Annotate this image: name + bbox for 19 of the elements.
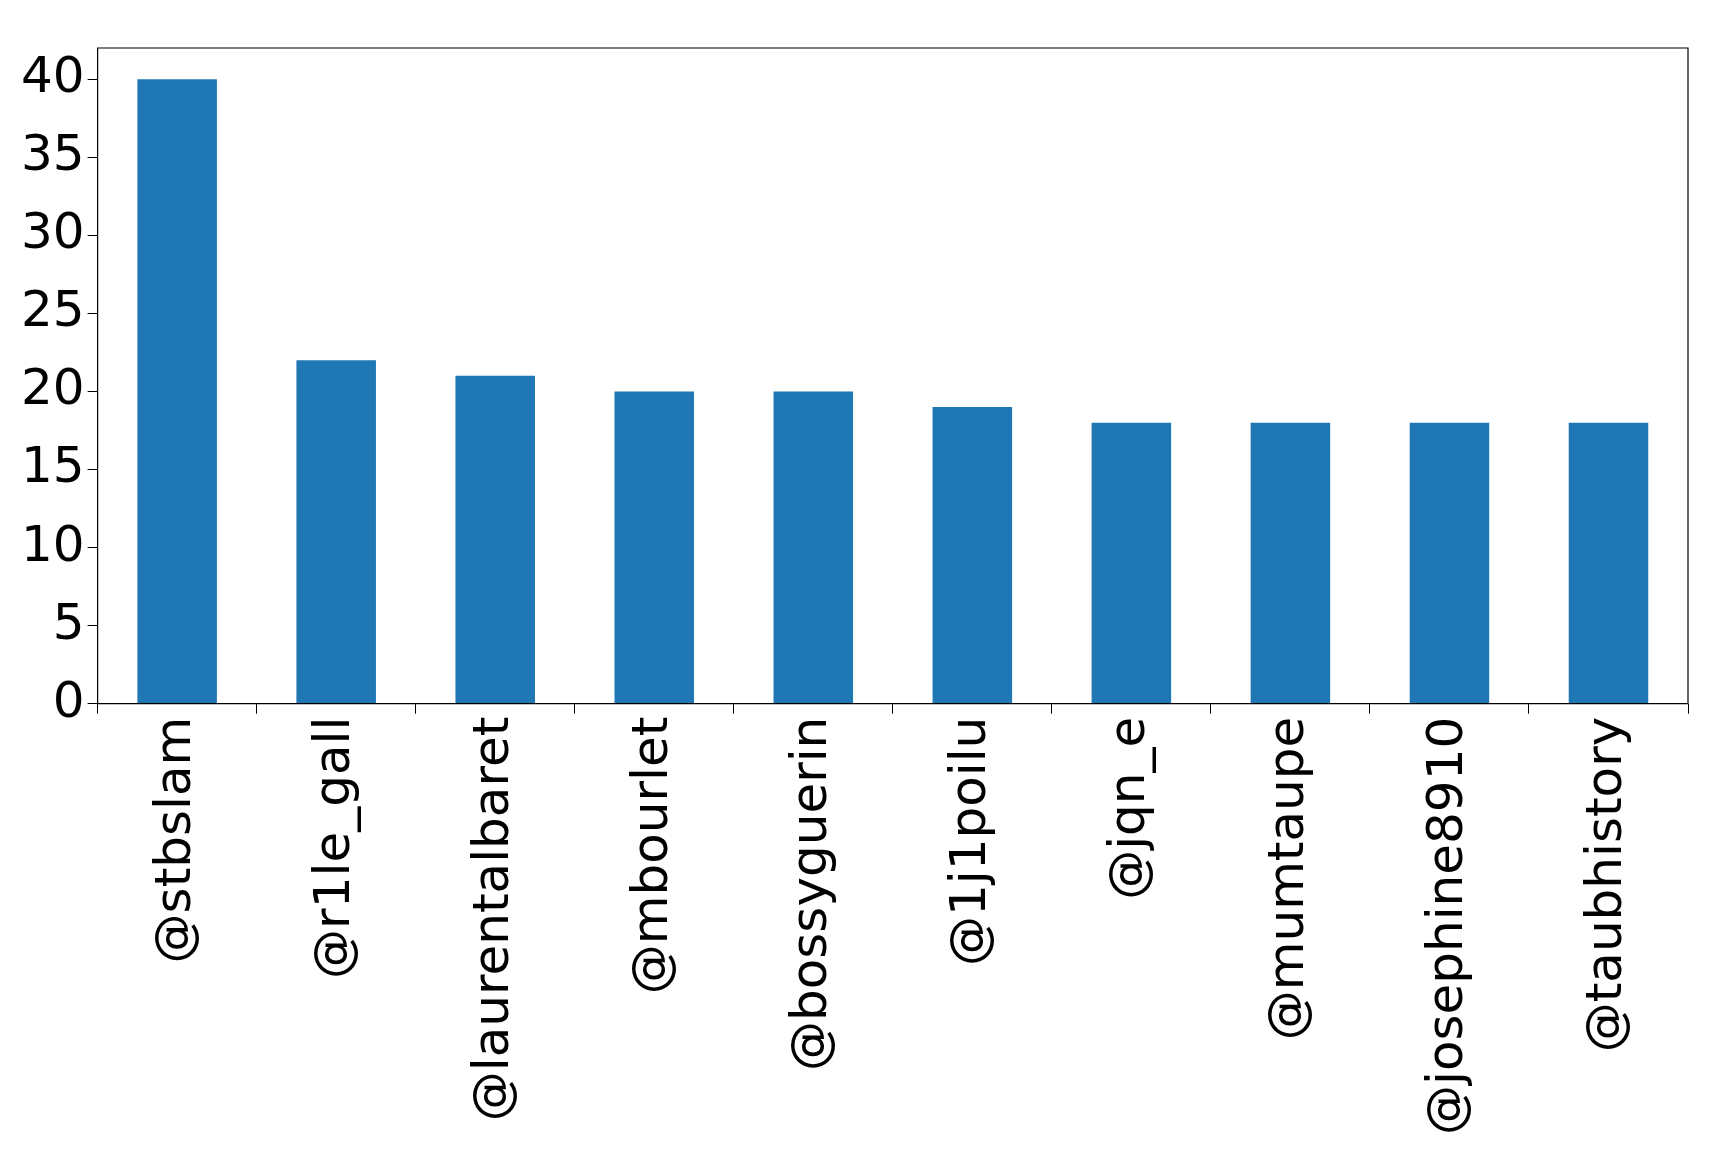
x-tick-label: @bossyguerin [780,716,839,1072]
x-tick-label: @jqn_e [1098,716,1157,900]
y-tick-label: 35 [21,124,85,183]
x-tick-label: @josephine8910 [1416,716,1475,1135]
x-tick-label: @mumtaupe [1257,716,1316,1041]
x-tick-label: @laurentalbaret [462,716,521,1122]
x-tick-label: @mbourlet [621,716,680,995]
x-tick-label: @stbslam [144,716,203,964]
y-tick-label: 30 [21,202,85,261]
x-tick-label: @taubhistory [1575,716,1634,1053]
x-tick-label: @1j1poilu [939,716,998,967]
y-tick-label: 20 [21,358,85,417]
y-tick-label: 5 [52,592,85,651]
y-tick-label: 10 [21,514,85,573]
y-tick-label: 25 [21,280,85,339]
x-tick-label: @r1le_gall [303,716,362,979]
y-tick-label: 40 [21,46,85,105]
y-tick-label: 0 [52,670,85,729]
y-tick-label: 15 [21,436,85,495]
